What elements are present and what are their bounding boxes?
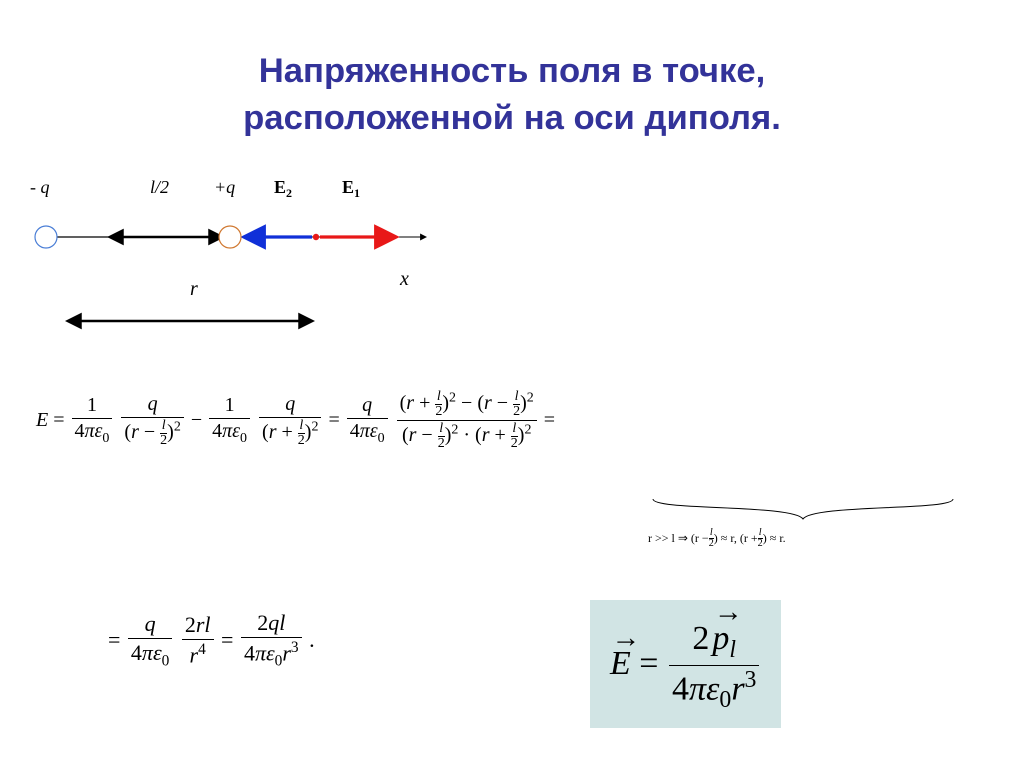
- field-point-dot: [313, 234, 319, 240]
- note-mid: ) ≈ r, (r +: [714, 531, 758, 546]
- final-result-box: E = 2pl 4πε0r3: [590, 600, 781, 728]
- title-line-2: расположенной на оси диполя.: [0, 95, 1024, 142]
- page-title: Напряженность поля в точке, расположенно…: [0, 48, 1024, 142]
- equation-main: E = 14πε0 q (r − l2)2 − 14πε0 q (r + l2)…: [36, 390, 555, 451]
- dipole-diagram: - q l/2 +q E2 E1 x r: [30, 175, 450, 355]
- equation-continue: = q4πε0 2rlr4 = 2ql4πε0r3 .: [108, 610, 315, 671]
- underbrace-icon: [648, 494, 958, 524]
- label-e2: E2: [274, 177, 292, 200]
- underbrace-note: r >> l ⇒ (r − l2 ) ≈ r, (r + l2 ) ≈ r.: [648, 528, 786, 549]
- label-r: r: [190, 278, 198, 300]
- positive-charge: [219, 226, 241, 248]
- negative-charge: [35, 226, 57, 248]
- label-e1: E1: [342, 177, 360, 200]
- label-neg-q: - q: [30, 177, 50, 197]
- label-x: x: [399, 268, 409, 290]
- diagram-svg: - q l/2 +q E2 E1 x r: [30, 175, 450, 355]
- note-before: r >> l ⇒ (r −: [648, 531, 709, 546]
- label-pos-q: +q: [214, 177, 235, 197]
- label-l2: l/2: [150, 177, 169, 197]
- title-line-1: Напряженность поля в точке,: [0, 48, 1024, 95]
- note-after: ) ≈ r.: [763, 531, 786, 546]
